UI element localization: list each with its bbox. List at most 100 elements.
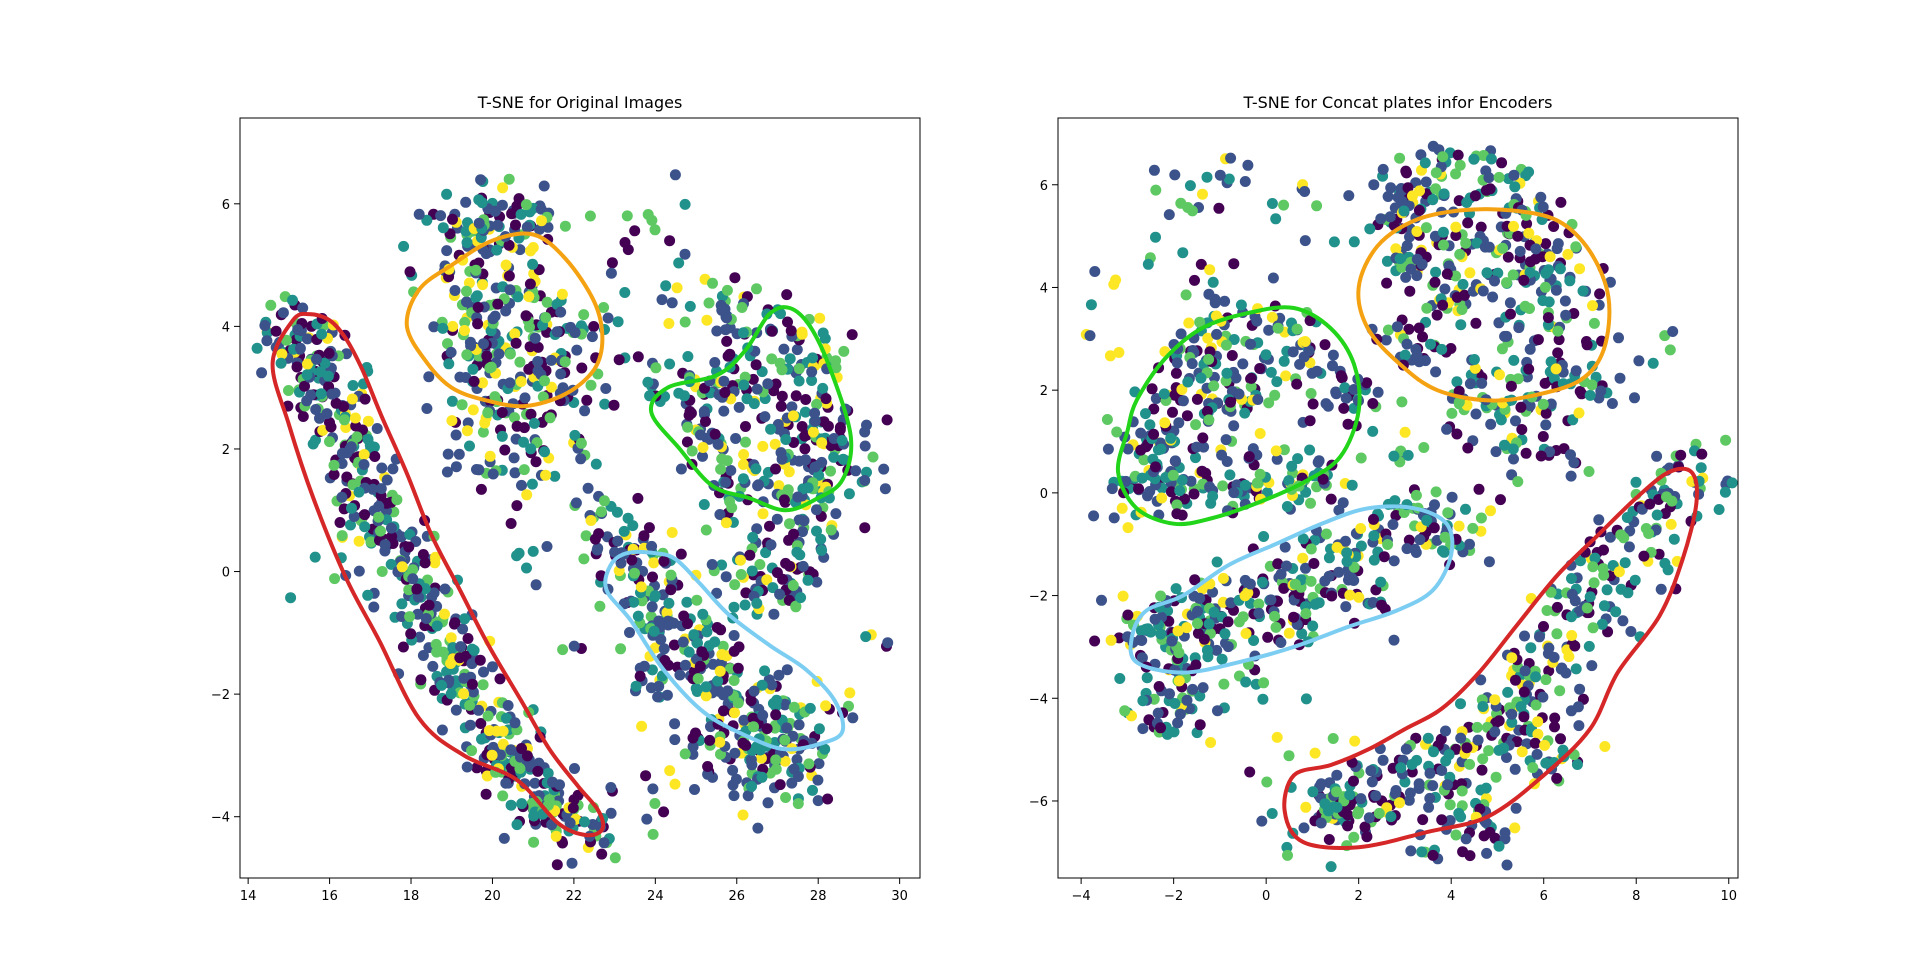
data-point [1613, 566, 1625, 578]
data-point [1559, 295, 1571, 307]
data-point [467, 404, 479, 416]
data-point [638, 530, 650, 542]
data-point [1331, 801, 1343, 813]
data-point [1594, 288, 1606, 300]
data-point [1197, 432, 1209, 444]
data-point [640, 770, 652, 782]
data-point [294, 342, 306, 354]
data-point [1577, 285, 1589, 297]
data-point [797, 560, 809, 572]
data-point [582, 482, 594, 494]
data-point [684, 300, 696, 312]
data-point [1450, 221, 1462, 233]
data-point [315, 388, 327, 400]
data-point [737, 809, 749, 821]
data-point [396, 598, 408, 610]
data-point [719, 387, 731, 398]
data-point [764, 520, 775, 532]
data-point [1225, 597, 1237, 609]
data-point [1429, 276, 1441, 288]
data-point [1239, 590, 1251, 602]
data-point [1223, 173, 1235, 185]
data-point [783, 466, 795, 478]
data-point [1361, 377, 1373, 389]
left-scatter-panel: T-SNE for Original Images 14 16 18 20 22 24 26… [211, 93, 921, 904]
data-point [1172, 717, 1184, 729]
data-point [1305, 543, 1317, 555]
data-point [1267, 272, 1279, 284]
data-point [1257, 576, 1268, 588]
data-point [1226, 350, 1238, 361]
data-point [1237, 611, 1249, 623]
data-point [359, 521, 371, 533]
data-point [1647, 357, 1659, 369]
red-cluster-outline [1282, 466, 1699, 850]
data-point [585, 379, 597, 391]
right-x-tick-label: 2 [1355, 889, 1363, 904]
data-point [1644, 498, 1656, 510]
left-y-tick-label: 4 [222, 320, 230, 335]
data-point [1548, 221, 1560, 232]
data-point [688, 629, 700, 641]
data-point [1402, 449, 1414, 461]
data-point [728, 601, 740, 613]
data-point [647, 828, 659, 840]
data-point [755, 752, 767, 764]
data-point [534, 223, 545, 235]
data-point [632, 492, 644, 504]
data-point [751, 741, 763, 753]
data-point [697, 608, 709, 620]
data-point [1540, 407, 1552, 419]
data-point [521, 750, 533, 762]
data-point [658, 555, 670, 567]
data-point [1438, 239, 1449, 251]
left-axes-frame [239, 117, 921, 879]
data-point [642, 209, 654, 220]
data-point [466, 658, 478, 670]
data-point [1453, 385, 1465, 397]
data-point [1515, 701, 1527, 713]
data-point [1562, 248, 1574, 260]
data-point [1474, 803, 1486, 815]
data-point [817, 327, 829, 339]
data-point [529, 332, 541, 344]
data-point [814, 312, 826, 324]
data-point [1471, 237, 1483, 249]
data-point [677, 636, 689, 648]
data-point [395, 531, 407, 543]
data-point [751, 523, 763, 535]
data-point [1201, 171, 1213, 183]
data-point [1222, 616, 1234, 628]
data-point [496, 430, 508, 442]
data-point [1494, 369, 1505, 381]
data-point [1403, 534, 1415, 546]
data-point [1596, 618, 1608, 630]
data-point [1483, 556, 1495, 568]
data-point [1622, 587, 1634, 599]
data-point [850, 465, 862, 477]
data-point [536, 215, 547, 227]
data-point [1104, 350, 1116, 362]
data-point [1480, 184, 1492, 196]
data-point [485, 361, 497, 373]
data-point [1464, 758, 1476, 770]
data-point [1311, 200, 1323, 212]
data-point [773, 423, 785, 435]
data-point [1469, 190, 1481, 202]
data-point [1455, 732, 1467, 744]
data-point [781, 289, 793, 301]
data-point [1534, 631, 1545, 643]
data-point [511, 819, 523, 831]
data-point [1587, 622, 1599, 634]
data-point [261, 335, 273, 347]
data-point [524, 278, 536, 290]
data-point [1568, 457, 1580, 469]
data-point [1532, 716, 1544, 728]
data-point [1352, 808, 1364, 820]
data-point [1300, 562, 1311, 574]
data-point [1400, 743, 1412, 755]
data-point [1137, 723, 1149, 735]
data-point [1315, 778, 1327, 790]
data-point [1198, 633, 1210, 645]
data-point [687, 741, 699, 753]
